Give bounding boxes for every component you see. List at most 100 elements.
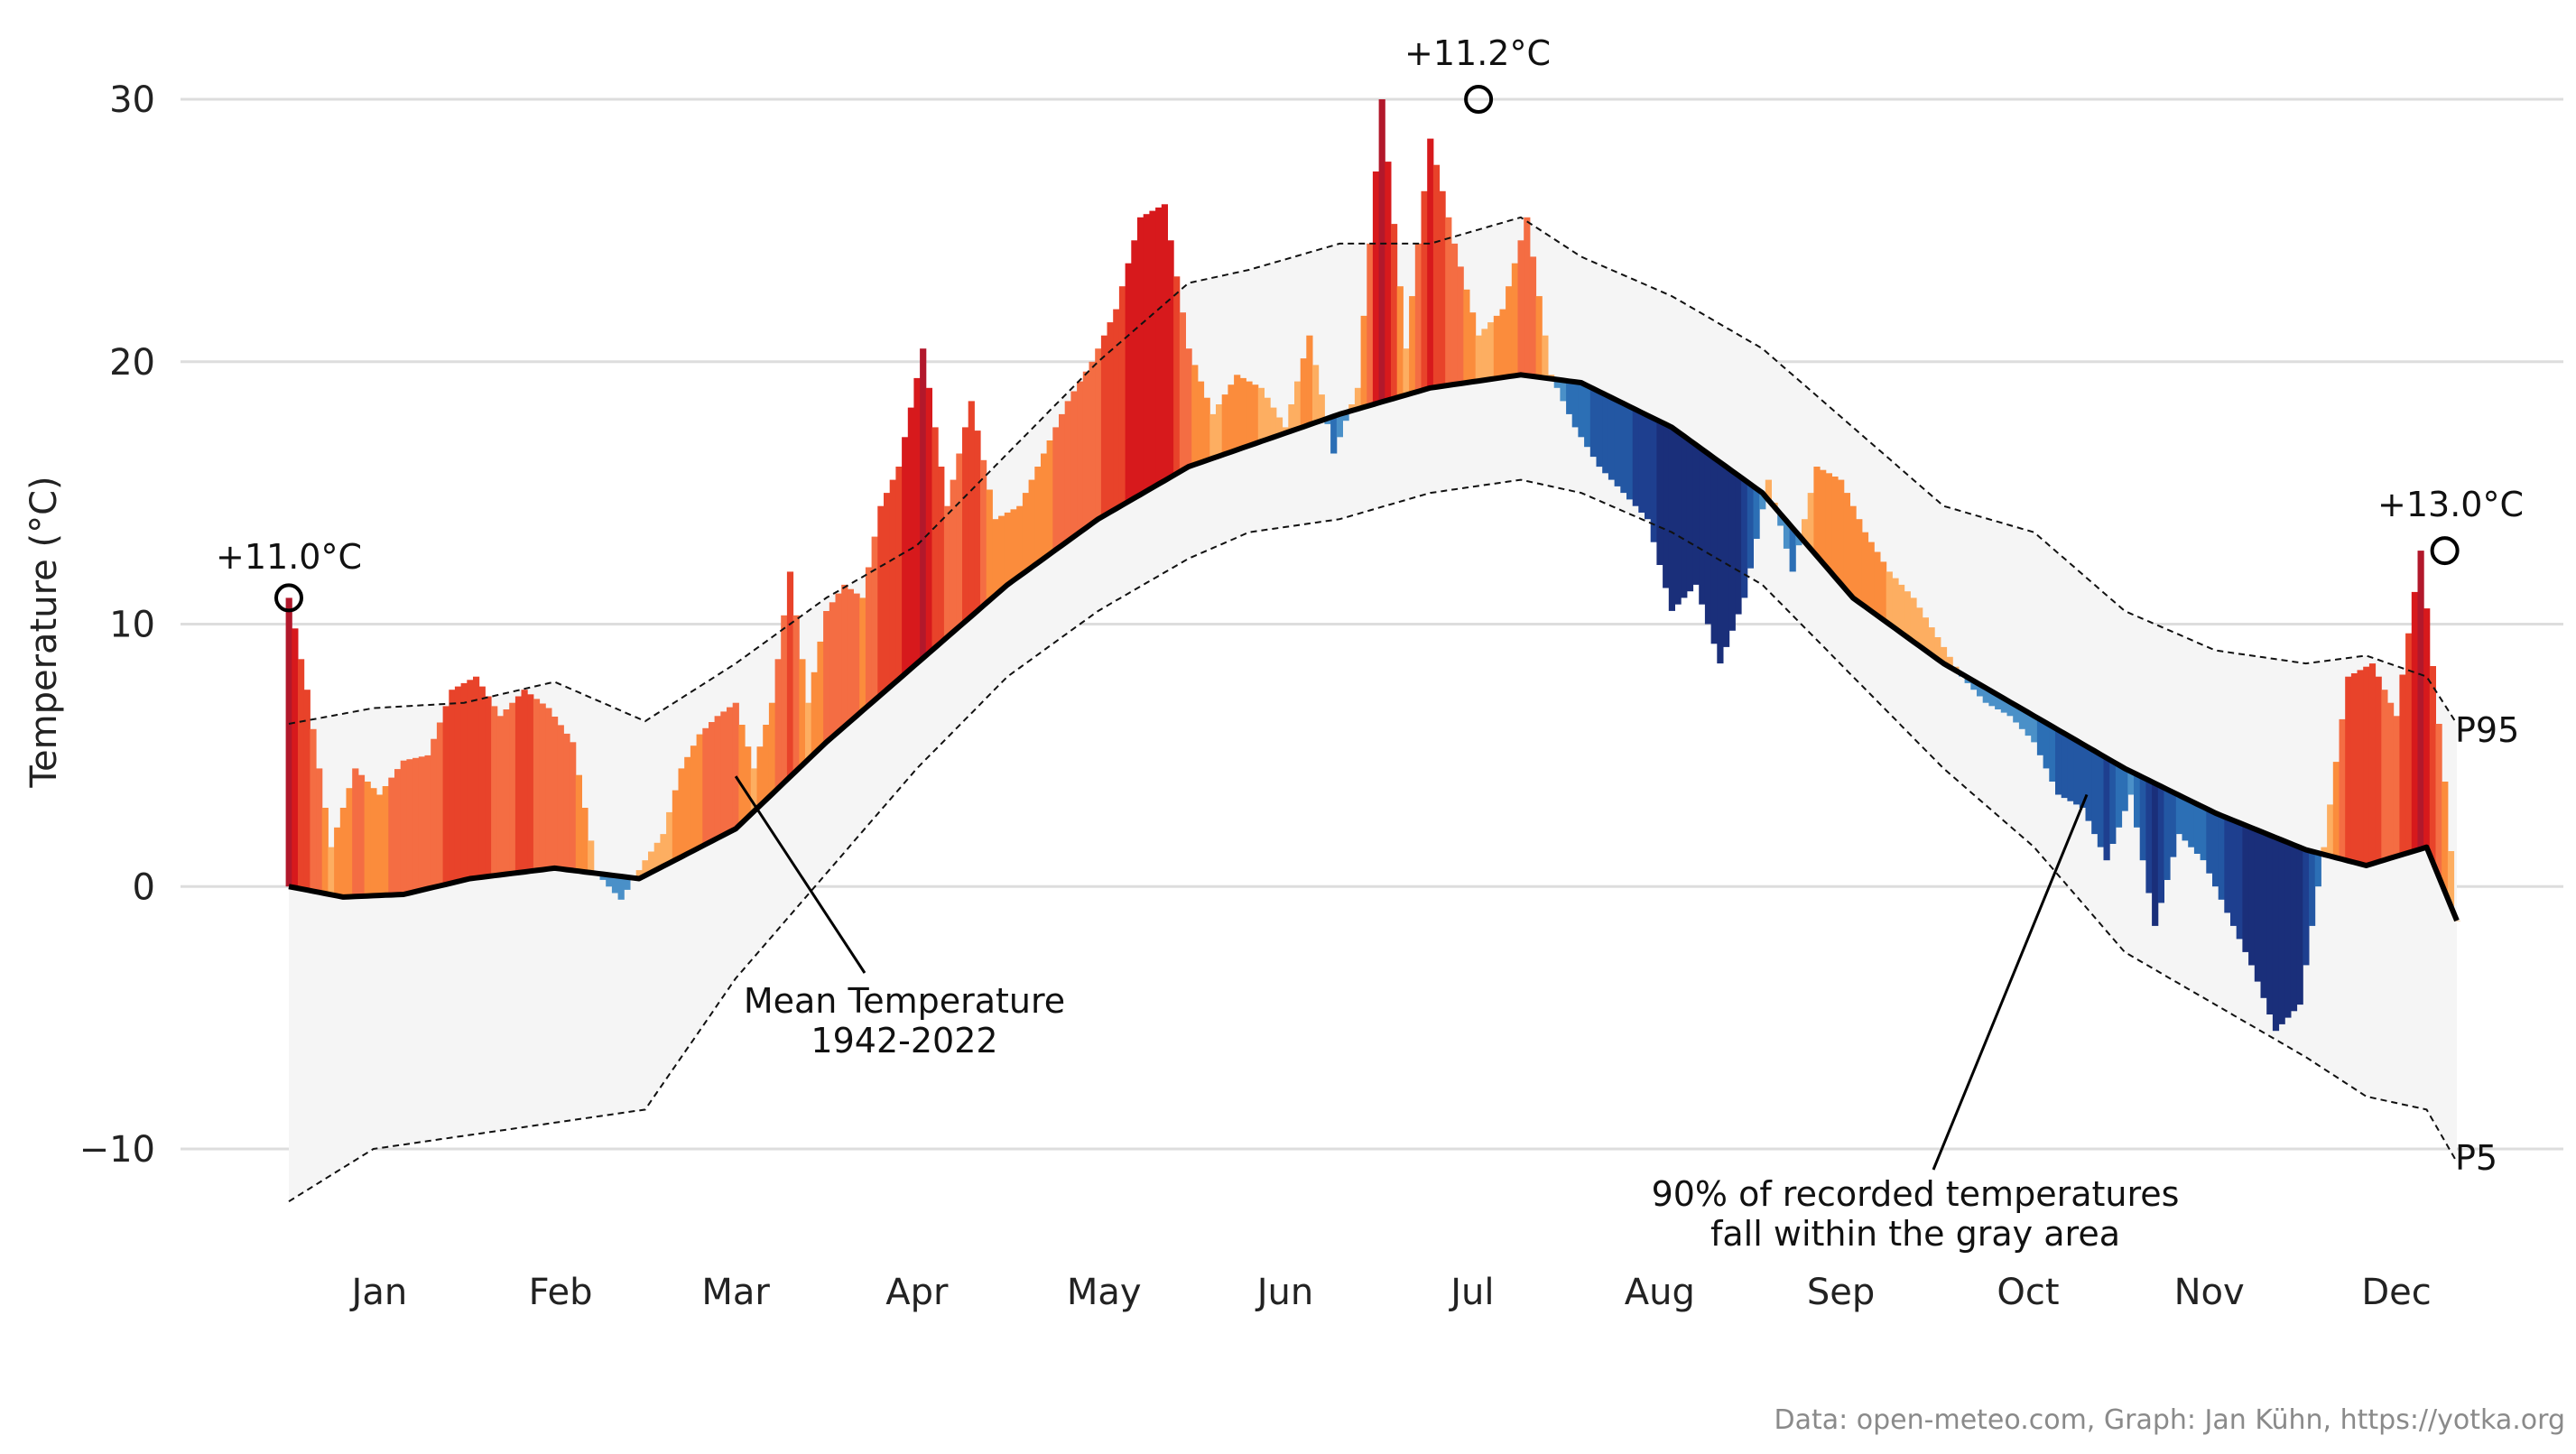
daily-anomaly-bar [1336,413,1343,438]
daily-anomaly-bar [1059,413,1066,546]
daily-anomaly-bar [2091,751,2099,835]
daily-anomaly-bar [557,725,564,869]
daily-anomaly-bar [1070,391,1078,537]
daily-anomaly-bar [2435,724,2442,877]
daily-anomaly-bar [1681,436,1688,598]
daily-anomaly-bar [1439,190,1446,386]
daily-anomaly-bar [606,875,613,887]
daily-anomaly-bar [690,746,698,851]
daily-anomaly-bar [406,759,413,894]
daily-anomaly-bar [1239,377,1246,449]
daily-anomaly-bar [992,519,999,596]
daily-anomaly-bar [1360,315,1367,408]
daily-anomaly-bar [1940,646,1948,664]
daily-anomaly-bar [1457,266,1464,384]
daily-anomaly-bar [1795,534,1802,546]
daily-anomaly-bar [2266,835,2274,1014]
daily-anomaly-bar [624,876,631,890]
daily-anomaly-bar [2429,666,2436,862]
daily-anomaly-bar [1041,453,1048,559]
daily-anomaly-bar [2405,633,2413,853]
daily-anomaly-bar [2339,718,2346,859]
daily-anomaly-bar [1820,469,1827,563]
daily-anomaly-bar [1928,627,1935,655]
daily-anomaly-bar [563,733,570,870]
daily-anomaly-bar [2200,807,2207,861]
daily-anomaly-bar [738,725,746,823]
daily-anomaly-bar [412,757,420,892]
daily-anomaly-bar [1324,418,1331,424]
daily-anomaly-bar [478,686,486,877]
daily-anomaly-bar [310,728,317,892]
daily-anomaly-bar [1385,162,1392,401]
daily-anomaly-bar [1506,286,1513,377]
daily-anomaly-bar [431,738,438,887]
daily-anomaly-bar [376,794,384,896]
daily-anomaly-bar [346,788,353,897]
daily-anomaly-bar [2350,673,2358,863]
annotations [274,85,2460,1171]
mean-annotation-line2: 1942-2022 [811,1021,997,1060]
daily-anomaly-bar [1427,138,1434,388]
daily-anomaly-bar [1391,224,1398,399]
daily-anomaly-bar [1403,348,1410,395]
daily-anomaly-bar [768,702,776,794]
daily-anomaly-bar [1107,322,1114,513]
daily-anomaly-bar [442,706,449,884]
daily-anomaly-bar [2018,708,2026,729]
daily-anomaly-bar [750,768,757,812]
daily-anomaly-bar [2393,716,2400,857]
daily-anomaly-bar [835,593,842,732]
daily-anomaly-bar [2061,733,2068,799]
daily-anomaly-bar [2006,701,2014,717]
daily-anomaly-bar [292,628,299,888]
daily-anomaly-bar [1753,488,1760,539]
daily-anomaly-bar [1632,409,1639,506]
daily-anomaly-bar [931,427,939,648]
daily-anomaly-bar [1596,391,1603,468]
daily-anomaly-bar [527,694,534,872]
daily-anomaly-bar [913,377,921,664]
daily-anomaly-bar [514,696,523,873]
daily-anomaly-bar [1161,204,1168,481]
daily-anomaly-bar [1131,240,1138,498]
daily-anomaly-bar [1089,361,1096,524]
daily-anomaly-bar [805,702,812,760]
daily-anomaly-bar [1372,171,1380,404]
daily-anomaly-bar [732,702,739,829]
daily-anomaly-bar [1560,380,1567,402]
daily-anomaly-bar [2411,591,2418,851]
daily-anomaly-bar [859,597,866,711]
daily-anomaly-bar [666,811,673,864]
daily-anomaly-bar [1728,470,1736,631]
daily-anomaly-bar [2254,829,2261,982]
daily-anomaly-bar [974,431,981,611]
daily-anomaly-bar [823,611,830,743]
daily-anomaly-bar [1185,348,1192,467]
daily-anomaly-bar [2242,825,2249,952]
p5-label: P5 [2455,1138,2497,1178]
daily-anomaly-bar [1898,584,1905,634]
daily-anomaly-bar [509,702,516,874]
daily-anomaly-bar [485,696,492,877]
daily-anomaly-bar [1747,484,1754,569]
daily-anomaly-bar [1704,453,1712,625]
daily-anomaly-bar [907,407,914,669]
daily-anomaly-bar [1487,322,1495,380]
daily-anomaly-bar [1300,358,1307,427]
daily-anomaly-bar [418,756,425,891]
daily-anomaly-bar [1246,381,1253,446]
daily-anomaly-bar [521,690,528,873]
daily-anomaly-bar [2013,705,2020,723]
daily-anomaly-bar [1475,335,1482,382]
daily-anomaly-bar [575,774,582,872]
peak-label-jul: +11.2°C [1404,33,1551,73]
p95-label: P95 [2455,710,2519,750]
daily-anomaly-bar [1469,312,1477,382]
daily-anomaly-bar [321,808,329,894]
daily-anomaly-bar [727,707,734,832]
daily-anomaly-bar [2115,764,2123,828]
daily-anomaly-bar [424,755,431,889]
daily-anomaly-bar [2332,762,2340,858]
daily-anomaly-bar [1155,207,1163,485]
